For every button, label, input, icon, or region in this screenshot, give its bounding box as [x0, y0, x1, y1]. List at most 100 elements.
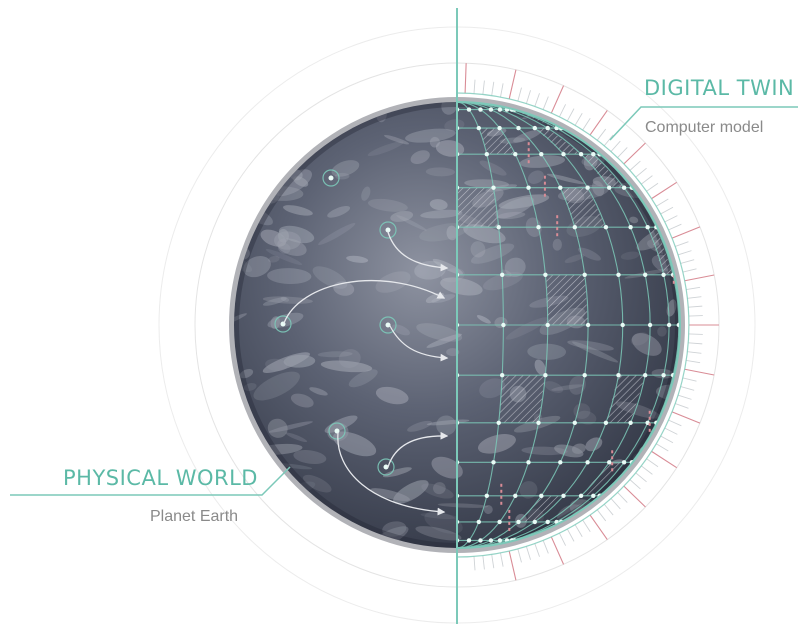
grid-node	[516, 125, 521, 131]
grid-node	[466, 107, 472, 112]
highlight-mark	[648, 416, 651, 420]
grid-node	[500, 272, 505, 277]
cloud-patch	[424, 511, 463, 534]
grid-node	[607, 460, 612, 465]
grid-node	[488, 107, 494, 112]
hatched-cell	[581, 154, 625, 188]
cloud-patch	[285, 432, 308, 443]
cloud-patch	[283, 354, 316, 368]
cloud-patch	[426, 419, 470, 426]
cloud-patch	[436, 415, 457, 436]
scale-tick	[574, 113, 583, 126]
grid-node	[661, 272, 666, 277]
grid-node	[582, 272, 587, 277]
grid-node	[457, 322, 460, 328]
scale-tick	[641, 175, 653, 185]
grid-node	[532, 125, 537, 131]
cloud-patch	[657, 326, 667, 337]
highlight-mark	[527, 160, 530, 164]
highlight-mark	[527, 154, 530, 158]
scale-tick	[534, 93, 540, 107]
cloud-patch	[637, 521, 651, 537]
grid-node	[516, 519, 521, 525]
scale-tick	[629, 479, 641, 490]
grid-node	[543, 373, 548, 378]
cloud-patch	[440, 277, 483, 296]
scale-tick	[534, 543, 540, 557]
cloud-patch	[607, 106, 619, 126]
hatched-cell	[498, 375, 546, 423]
sensor-ring	[328, 422, 346, 440]
cloud-patch	[290, 393, 314, 408]
cloud-patch	[283, 205, 313, 216]
grid-node	[484, 152, 489, 157]
scale-tick	[660, 206, 674, 215]
cloud-patch	[338, 349, 361, 368]
scale-tick	[686, 286, 701, 290]
cloud-patch	[272, 102, 289, 118]
grid-node	[457, 107, 460, 112]
grid-node	[643, 272, 648, 277]
cloud-patch	[433, 482, 446, 495]
scale-tick	[646, 458, 659, 468]
highlight-mark	[611, 456, 614, 460]
grid-node	[457, 125, 460, 131]
cloud-patch	[268, 256, 280, 263]
scale-tick	[559, 104, 567, 118]
grid-node	[457, 420, 460, 425]
physical-world-title: PHYSICAL WORLD	[63, 466, 258, 490]
grid-node	[578, 152, 584, 157]
digital-twin-leader	[609, 106, 798, 141]
scale-tick	[525, 546, 531, 560]
grid-node	[591, 493, 596, 498]
measurement-scale	[457, 63, 719, 581]
grid-node	[607, 185, 612, 190]
scale-tick	[517, 548, 522, 563]
scale-tick	[623, 142, 646, 165]
cloud-patch	[235, 187, 256, 207]
scale-tick	[617, 492, 628, 503]
cloud-patch	[576, 410, 597, 425]
grid-node	[488, 538, 494, 543]
cloud-patch	[309, 387, 328, 396]
cloud-patch	[267, 418, 288, 438]
hatched-cells	[457, 109, 674, 522]
grid-node	[536, 225, 541, 230]
grid-node	[628, 225, 633, 230]
cloud-patch	[262, 352, 310, 374]
scale-arc	[457, 92, 690, 558]
hatched-cell	[545, 274, 589, 325]
cloud-patch	[331, 160, 360, 177]
data-flow-arrow-icon	[389, 325, 449, 362]
highlight-marks	[500, 142, 675, 531]
cloud-patch	[390, 210, 414, 222]
scale-tick	[566, 528, 575, 542]
cloud-patch	[293, 176, 309, 187]
grid-node	[539, 152, 544, 157]
scale-tick	[623, 485, 646, 508]
cloud-patch	[479, 160, 507, 176]
cloud-patch	[396, 214, 427, 231]
scale-tick	[566, 108, 575, 122]
grid-node	[457, 519, 460, 525]
scale-tick	[550, 536, 565, 565]
scale-tick	[517, 87, 522, 102]
sensor-dot	[385, 322, 391, 328]
cloud-patch	[505, 317, 548, 340]
scale-tick	[671, 411, 701, 424]
cloud-patch	[429, 136, 440, 148]
grid-node	[661, 373, 666, 378]
grid-node	[496, 420, 501, 425]
scale-tick	[473, 79, 476, 94]
cloud-patch	[592, 180, 605, 197]
scale-tick	[651, 450, 678, 469]
cloud-patch	[504, 257, 526, 278]
cloud-patch	[650, 165, 680, 178]
grid-node	[543, 272, 548, 277]
cloud-patch	[420, 209, 463, 219]
grid-node	[545, 519, 550, 525]
grid-node	[539, 493, 544, 498]
sensor-ring	[379, 221, 397, 239]
cloud-patch	[425, 167, 456, 177]
scale-tick	[682, 377, 697, 382]
